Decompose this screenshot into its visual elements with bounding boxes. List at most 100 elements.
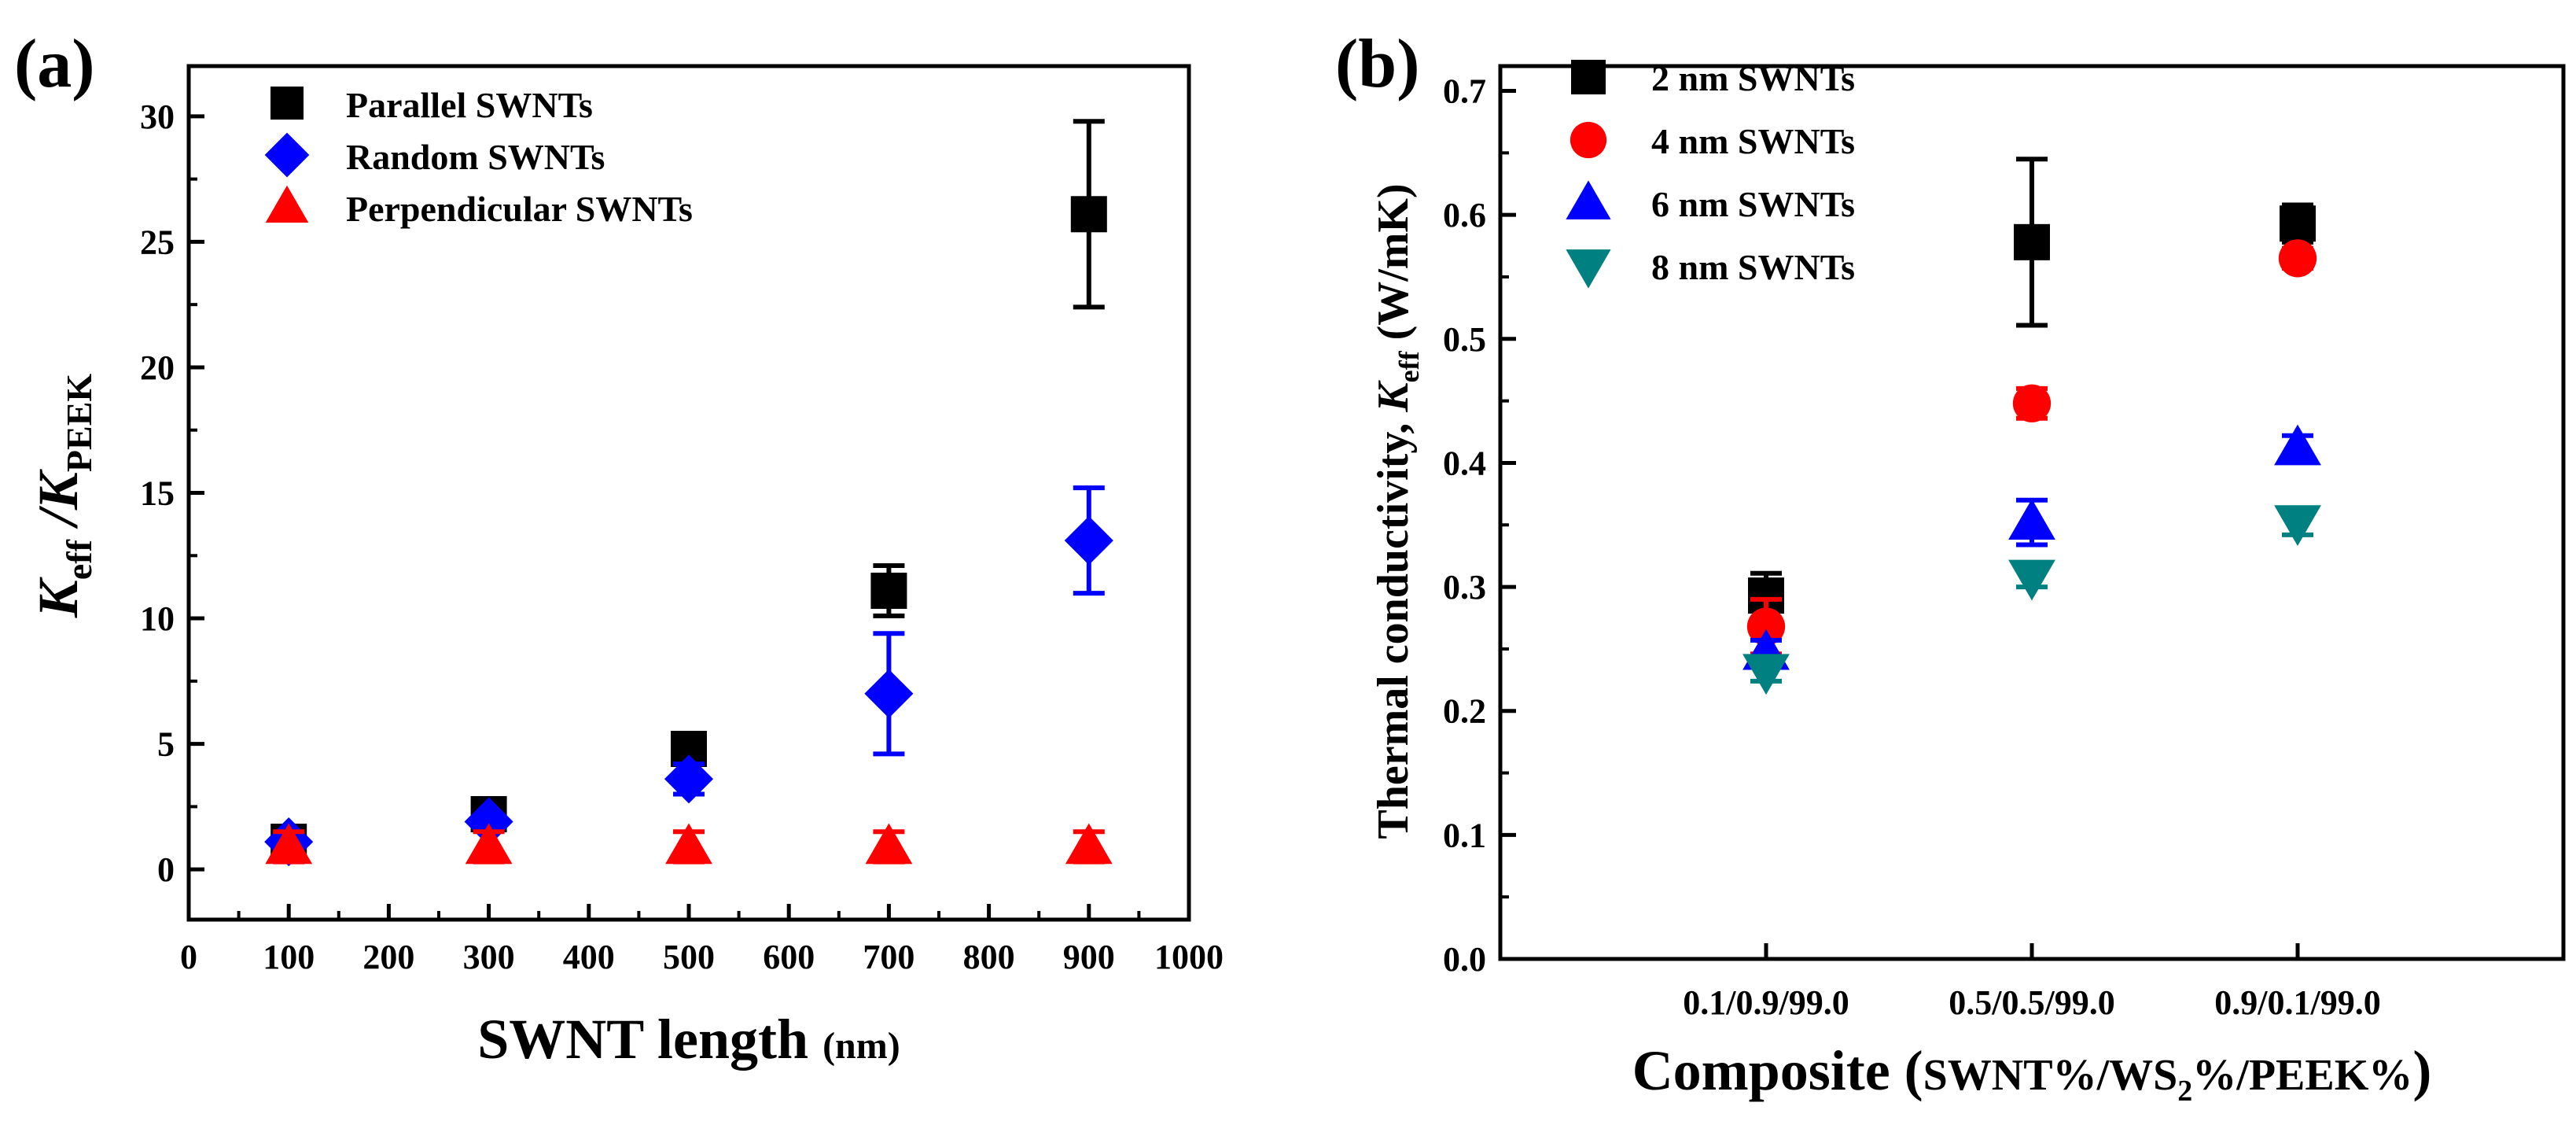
panel-b-y-axis-label: Thermal conductivity, Keff (W/mK) — [1369, 183, 1425, 839]
panel-a-x-axis-label: SWNT length (nm) — [477, 1008, 900, 1071]
panel-a-y-tick-label: 10 — [140, 599, 175, 638]
panel-a-series-1 — [264, 485, 1113, 867]
panel-b-data-point — [2280, 205, 2316, 242]
panel-b-xlabel-swnt-ws: SWNT%/WS — [1923, 1051, 2178, 1100]
panel-a-x-tick-label: 800 — [963, 938, 1015, 976]
panel-a-xlabel-main: SWNT length — [477, 1008, 808, 1071]
panel-b-legend-marker — [1566, 180, 1611, 219]
panel-a-y-tick-label: 15 — [140, 474, 175, 513]
panel-b-xlabel-main: Composite ( — [1632, 1039, 1923, 1102]
panel-a-y-tick-label: 30 — [140, 98, 175, 136]
panel-a-xlabel-unit: (nm) — [822, 1025, 900, 1067]
panel-b-data-point — [2278, 239, 2317, 278]
panel-a-x-tick-label: 300 — [463, 938, 515, 976]
panel-b-ylabel-main: Thermal conductivity, — [1369, 412, 1418, 839]
panel-a-x-tick-label: 200 — [362, 938, 414, 976]
panel-b-legend-label: 8 nm SWNTs — [1651, 247, 1855, 287]
panel-a-legend: Parallel SWNTs Random SWNTs Perpendicular … — [264, 85, 693, 229]
panel-a-data-point — [465, 823, 513, 865]
panel-b-y-tick-label: 0.6 — [1443, 196, 1486, 234]
panel-b-ylabel-unit: (W/mK) — [1369, 183, 1418, 351]
panel-b-data-point — [2274, 424, 2321, 466]
panel-b-xlabel-peek: %/PEEK% — [2192, 1051, 2412, 1100]
panel-b-y-tick-label: 0.4 — [1443, 444, 1486, 482]
panel-b-y-tick-label: 0.1 — [1443, 816, 1486, 854]
panel-a-data-point — [664, 754, 714, 804]
panel-a-x-tick-label: 400 — [563, 938, 615, 976]
panel-a-x-tick-label: 0 — [180, 938, 197, 976]
panel-a-ylabel-kpeek: /K — [27, 468, 90, 540]
panel-b-y-tick-label: 0.3 — [1443, 568, 1486, 607]
panel-a-data-point — [1070, 196, 1107, 233]
panel-a-data-point — [865, 823, 913, 865]
panel-b-legend-label: 4 nm SWNTs — [1651, 121, 1855, 161]
panel-b-x-tick-label: 0.9/0.1/99.0 — [2214, 983, 2380, 1022]
panel-a-legend-marker — [270, 87, 304, 120]
panel-a-ylabel-k: K — [27, 576, 90, 618]
panel-a-y-tick-label: 20 — [140, 348, 175, 387]
panel-b-x-axis-label: Composite (SWNT%/WS2%/PEEK%) — [1632, 1039, 2432, 1108]
panel-a-y-tick-label: 0 — [157, 850, 175, 889]
panel-a-series-2 — [265, 823, 1113, 865]
panel-b-x-tick-label: 0.1/0.9/99.0 — [1683, 983, 1849, 1022]
panel-a-legend-label: Parallel SWNTs — [346, 85, 593, 125]
panel-a-data-point — [265, 823, 313, 865]
panel-b-y-tick-label: 0.0 — [1443, 940, 1486, 979]
panel-a-x-tick-label: 500 — [663, 938, 715, 976]
panel-b-legend: 2 nm SWNTs 4 nm SWNTs 6 nm SWNTs 8 nm SWNTs — [1566, 58, 1855, 289]
panel-a-x-tick-label: 100 — [263, 938, 315, 976]
panel-b-data-point — [1746, 607, 1786, 646]
panel-b-data-point — [1742, 654, 1790, 695]
panel-b-x-tick-label: 0.5/0.5/99.0 — [1949, 983, 2114, 1022]
panel-b-series-0 — [1748, 157, 2316, 621]
panel-a-data-point — [1065, 823, 1113, 865]
panel-b-ylabel-k: K — [1369, 380, 1418, 413]
panel-b-legend-label: 6 nm SWNTs — [1651, 184, 1855, 224]
panel-b-ylabel-sub-eff: eff — [1393, 350, 1425, 382]
panel-b-series-1 — [1746, 239, 2317, 657]
panel-b-legend-label: 2 nm SWNTs — [1651, 58, 1855, 98]
panel-b-legend-marker — [1571, 60, 1606, 94]
panel-b-xlabel-close: ) — [2412, 1039, 2431, 1102]
panel-a-legend-marker — [265, 185, 309, 223]
panel-b-y-tick-label: 0.5 — [1443, 320, 1486, 359]
panel-b-ticks: 0.1/0.9/99.0 0.5/0.5/99.0 0.9/0.1/99.0 0.0 0… — [1443, 72, 2381, 1022]
panel-a-x-tick-label: 900 — [1063, 938, 1115, 976]
panel-a-ylabel-sub-peek: PEEK — [59, 374, 99, 472]
panel-a-legend-label: Perpendicular SWNTs — [346, 189, 693, 229]
panel-a-ylabel-sub-eff: eff — [59, 539, 99, 580]
panel-a-data-point — [864, 669, 914, 718]
panel-b-xlabel-sub-2: 2 — [2177, 1075, 2192, 1108]
panel-b-series-3 — [1742, 505, 2321, 695]
panel-a-ticks: 0 100 200 300 400 500 600 700 800 900 1000 0 5 10 15 20… — [140, 98, 1224, 976]
panel-a-series-0 — [270, 119, 1107, 861]
panel-b-legend-marker — [1570, 121, 1607, 159]
panel-a-y-axis-label: Keff /KPEEK — [27, 374, 99, 619]
panel-b-data-point — [2008, 559, 2055, 601]
panel-a: (a) 0 100 200 300 400 500 600 700 800 900 1000 0 5 10… — [14, 26, 1224, 1071]
panel-a-marks — [264, 119, 1113, 867]
panel-b-data-point — [2008, 499, 2055, 540]
panel-b: (b) 0.1/0.9/99.0 0.5/0.5/99.0 0.9/0.1/99.0… — [1335, 26, 2566, 1108]
panel-a-x-tick-label: 600 — [763, 938, 815, 976]
panel-a-legend-marker — [264, 132, 310, 178]
panel-b-data-point — [2014, 223, 2050, 260]
panel-b-legend-marker — [1566, 249, 1611, 289]
panel-a-legend-label: Random SWNTs — [346, 137, 605, 177]
panel-b-label: (b) — [1335, 26, 1420, 102]
panel-b-data-point — [2012, 384, 2052, 422]
panel-a-data-point — [1064, 516, 1113, 566]
panel-a-data-point — [665, 823, 712, 865]
panel-b-y-tick-label: 0.2 — [1443, 692, 1486, 731]
panel-a-x-tick-label: 1000 — [1154, 938, 1224, 976]
panel-b-y-tick-label: 0.7 — [1443, 72, 1486, 111]
panel-a-y-tick-label: 25 — [140, 223, 175, 261]
panel-a-y-tick-label: 5 — [157, 725, 175, 764]
panel-a-label: (a) — [14, 26, 95, 102]
panel-b-series-2 — [1742, 424, 2321, 670]
panel-a-x-tick-label: 700 — [863, 938, 914, 976]
panel-b-marks — [1742, 157, 2321, 695]
panel-b-data-point — [2274, 505, 2321, 547]
panel-a-data-point — [870, 572, 907, 609]
